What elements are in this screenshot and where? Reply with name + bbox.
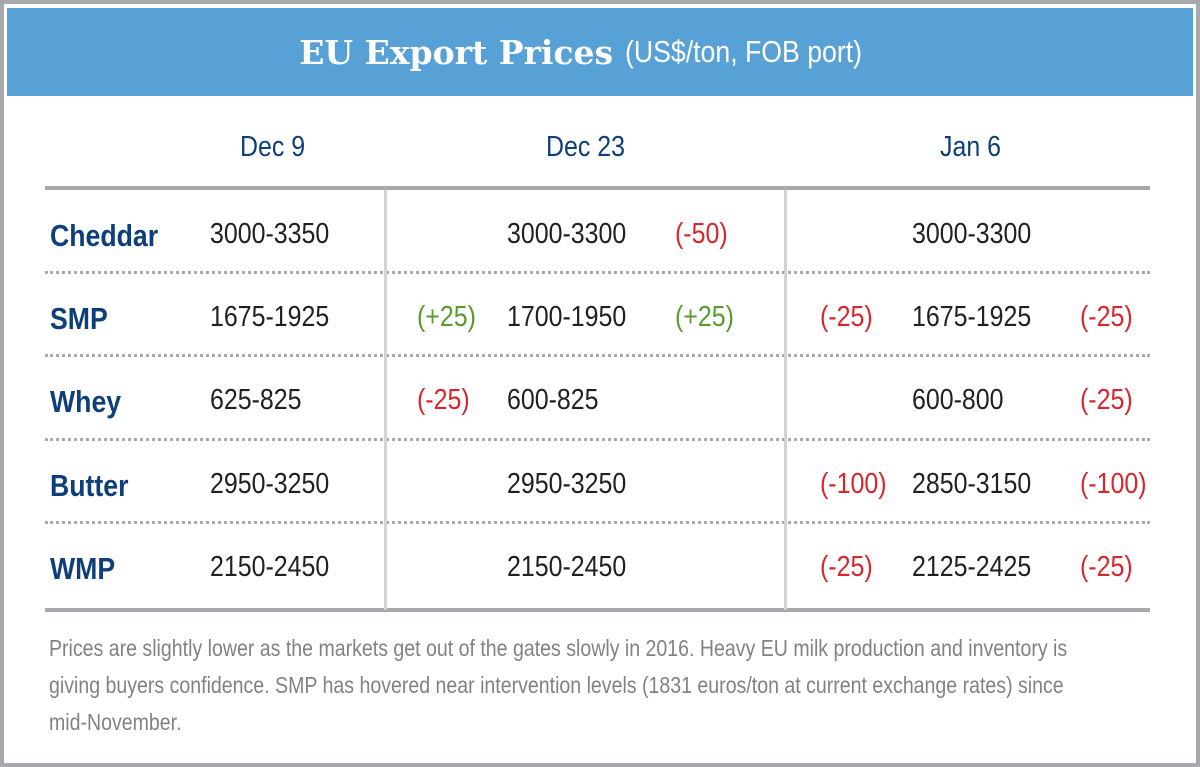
row-divider <box>45 354 1150 357</box>
price-cell-dec9: 3000-3350 <box>210 218 330 250</box>
change-cell-dec23_pre: (+25) <box>417 301 476 333</box>
price-cell-dec9: 625-825 <box>210 384 302 416</box>
price-cell-jan6: 2125-2425 <box>912 551 1032 583</box>
row-label: SMP <box>50 301 108 336</box>
price-cell-dec9: 2950-3250 <box>210 468 330 500</box>
table-top-rule <box>45 186 1150 190</box>
title-banner: EU Export Prices (US$/ton, FOB port) <box>7 8 1193 96</box>
row-label: Whey <box>50 384 122 419</box>
change-cell-jan6_chg: (-100) <box>1080 468 1147 500</box>
price-cell-dec9: 1675-1925 <box>210 301 330 333</box>
price-cell-dec23: 1700-1950 <box>507 301 627 333</box>
change-cell-dec23_pre: (-25) <box>417 384 470 416</box>
row-divider <box>45 438 1150 441</box>
change-cell-jan6_pre: (-25) <box>820 301 873 333</box>
column-header-dec23: Dec 23 <box>546 131 626 163</box>
table-bottom-rule <box>45 608 1150 612</box>
title-units: (US$/ton, FOB port) <box>625 34 863 69</box>
row-label: WMP <box>50 551 116 586</box>
change-cell-jan6_chg: (-25) <box>1080 301 1133 333</box>
price-cell-dec23: 2150-2450 <box>507 551 627 583</box>
row-divider <box>45 271 1150 274</box>
title-main: EU Export Prices <box>299 32 614 72</box>
row-divider <box>45 521 1150 524</box>
row-label: Butter <box>50 468 129 503</box>
price-cell-jan6: 2850-3150 <box>912 468 1032 500</box>
change-cell-jan6_chg: (-25) <box>1080 384 1133 416</box>
column-header-dec9: Dec 9 <box>240 131 306 163</box>
column-divider <box>384 190 387 610</box>
footnote: Prices are slightly lower as the markets… <box>49 635 1068 735</box>
price-cell-jan6: 600-800 <box>912 384 1004 416</box>
change-cell-jan6_pre: (-25) <box>820 551 873 583</box>
price-cell-dec23: 2950-3250 <box>507 468 627 500</box>
price-cell-jan6: 3000-3300 <box>912 218 1032 250</box>
column-header-jan6: Jan 6 <box>940 131 1002 163</box>
price-cell-dec9: 2150-2450 <box>210 551 330 583</box>
change-cell-jan6_pre: (-100) <box>820 468 887 500</box>
change-cell-jan6_chg: (-25) <box>1080 551 1133 583</box>
infographic-frame <box>4 4 1196 763</box>
price-cell-dec23: 3000-3300 <box>507 218 627 250</box>
price-cell-jan6: 1675-1925 <box>912 301 1032 333</box>
row-label: Cheddar <box>50 218 159 253</box>
change-cell-dec23_chg: (-50) <box>675 218 728 250</box>
change-cell-dec23_chg: (+25) <box>675 301 734 333</box>
price-cell-dec23: 600-825 <box>507 384 599 416</box>
column-divider <box>784 190 787 610</box>
